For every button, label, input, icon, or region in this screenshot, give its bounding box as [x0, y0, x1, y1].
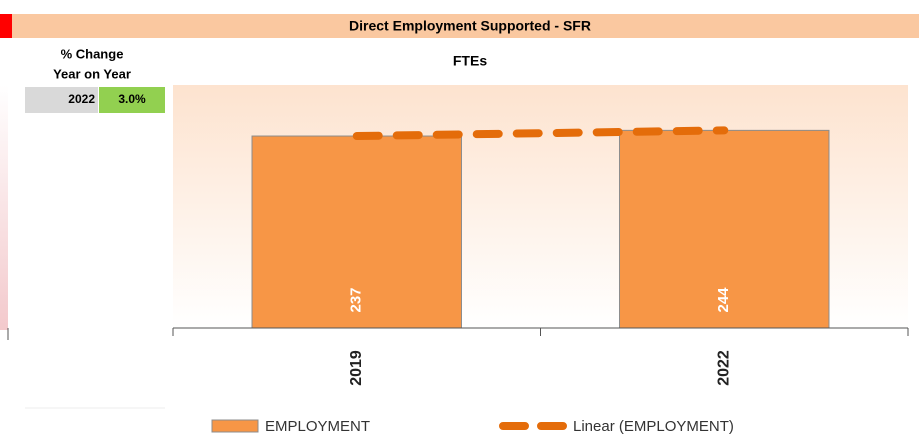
value-label: 244 — [715, 287, 732, 313]
year-text: 2022 — [68, 92, 95, 106]
header-title: Direct Employment Supported - SFR — [349, 18, 591, 34]
bar — [251, 135, 462, 329]
panel-title: % Change — [61, 46, 124, 61]
marker — [0, 14, 12, 38]
value-cell — [99, 87, 165, 113]
side-band — [0, 85, 8, 330]
legend-label: Linear (EMPLOYMENT) — [573, 418, 734, 435]
x-tick-label: 2019 — [348, 350, 365, 386]
legend-label: EMPLOYMENT — [265, 418, 370, 435]
value-label: 237 — [348, 287, 365, 312]
header-bar — [12, 14, 919, 38]
year-cell — [25, 87, 98, 113]
panel-title: Year on Year — [53, 66, 131, 81]
value-text: 3.0% — [118, 92, 146, 106]
trendline — [352, 126, 729, 141]
chart-title: FTEs — [453, 53, 487, 69]
legend-swatch — [211, 419, 259, 433]
bar — [619, 129, 830, 329]
x-tick-label: 2022 — [715, 350, 732, 386]
